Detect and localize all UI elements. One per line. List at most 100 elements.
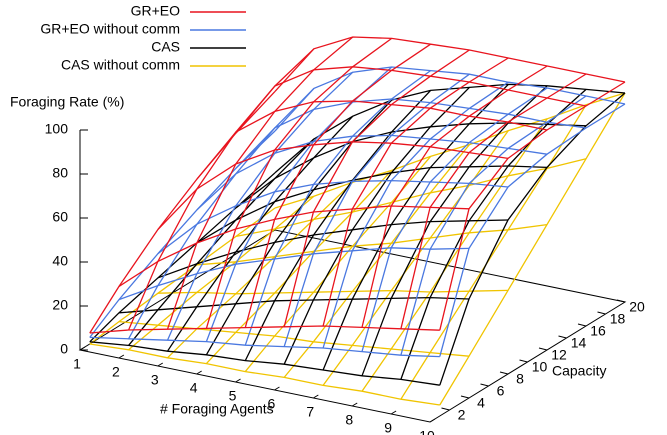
surface-column	[283, 144, 470, 378]
x-tick	[157, 362, 164, 367]
y-tick-label: 2	[458, 407, 466, 423]
surface-column	[89, 172, 276, 343]
y-tick	[441, 407, 450, 411]
y-axis-title: Capacity	[552, 363, 606, 379]
surface-column	[439, 92, 626, 406]
x-tick-label: 6	[268, 396, 276, 412]
y-tick	[519, 359, 528, 363]
surface-column	[322, 57, 509, 327]
z-tick-label: 20	[52, 297, 68, 313]
x-tick-label: 9	[384, 420, 392, 435]
x-tick	[429, 418, 436, 423]
surface-row	[89, 343, 440, 406]
legend-label: GR+EO without comm	[40, 21, 180, 37]
surface-row	[235, 122, 587, 209]
surface-row	[235, 66, 587, 134]
surface-row	[274, 66, 626, 132]
y-tick	[577, 323, 587, 327]
y-tick	[480, 383, 489, 387]
surface-row	[196, 100, 548, 180]
x-axis-title: # Foraging Agents	[160, 401, 274, 417]
surface-row	[118, 296, 470, 314]
y-tick-label: 18	[610, 311, 626, 327]
surface-column	[361, 65, 548, 328]
surface-row	[274, 36, 626, 92]
surface-row	[157, 219, 509, 279]
x-tick	[351, 402, 358, 407]
surface-column	[128, 48, 315, 331]
surface-row	[196, 134, 548, 211]
surface-row	[196, 223, 548, 266]
surface-row	[235, 98, 587, 169]
x-tick	[235, 378, 241, 383]
surface-row	[235, 158, 587, 238]
surface-row	[274, 92, 626, 209]
x-tick-label: 7	[306, 404, 314, 420]
surface-column	[361, 85, 548, 377]
surface-column	[439, 92, 626, 386]
surface-row	[89, 336, 440, 358]
surface-column	[244, 43, 431, 328]
y-tick-label: 12	[551, 347, 567, 363]
x-tick	[118, 354, 125, 359]
surface-column	[439, 103, 626, 357]
surface-column	[244, 70, 431, 346]
surface-column	[400, 95, 587, 356]
x-tick	[274, 386, 280, 391]
z-tick-label: 0	[60, 341, 68, 357]
surface-column	[322, 130, 509, 386]
y-tick-label: 10	[532, 359, 548, 375]
surface-column	[166, 71, 354, 341]
x-tick-label: 10	[419, 428, 435, 435]
surface-column	[361, 87, 548, 352]
surface-column	[205, 37, 393, 329]
z-tick-label: 80	[52, 165, 68, 181]
y-tick-label: 20	[629, 299, 645, 315]
surface-column	[89, 90, 276, 334]
surface-column	[205, 169, 393, 365]
y-tick-label: 8	[516, 371, 524, 387]
surface-row	[157, 141, 509, 230]
surface-row	[89, 341, 440, 386]
surface-column	[283, 73, 470, 347]
z-tick-label: 100	[45, 121, 69, 137]
legend-label: CAS without comm	[61, 57, 180, 73]
x-tick-label: 2	[112, 364, 120, 380]
y-tick-label: 14	[571, 335, 587, 351]
surface-column	[322, 81, 509, 349]
surface-column	[400, 73, 587, 329]
surface-column	[283, 86, 470, 365]
surface-column	[244, 89, 432, 361]
surface-row	[157, 289, 509, 295]
x-tick	[390, 410, 397, 415]
legend-label: GR+EO	[131, 3, 181, 19]
legend-label: CAS	[151, 39, 180, 55]
surface-column	[128, 87, 315, 340]
surface-row	[157, 179, 509, 255]
y-tick-label: 16	[590, 323, 606, 339]
x-tick-label: 3	[151, 372, 159, 388]
surface-column	[128, 138, 315, 346]
surface-row	[118, 205, 470, 287]
x-tick	[79, 346, 86, 351]
y-tick	[460, 395, 470, 399]
z-axis-title: Foraging Rate (%)	[10, 94, 124, 110]
surface-row	[89, 325, 440, 334]
surface-column	[439, 81, 626, 331]
z-tick-label: 40	[52, 253, 68, 269]
y-tick-label: 4	[477, 395, 485, 411]
y-tick	[499, 371, 509, 375]
y-tick	[597, 311, 606, 315]
x-tick-label: 1	[73, 356, 81, 372]
surface-column	[167, 181, 354, 359]
surface-row	[118, 247, 470, 301]
surface-column	[89, 207, 276, 345]
z-tick-label: 60	[52, 209, 68, 225]
x-tick-label: 5	[229, 388, 237, 404]
y-tick	[538, 347, 548, 351]
y-tick-label: 6	[497, 383, 505, 399]
x-tick	[196, 370, 202, 375]
y-tick	[558, 335, 567, 339]
x-tick	[313, 394, 319, 399]
